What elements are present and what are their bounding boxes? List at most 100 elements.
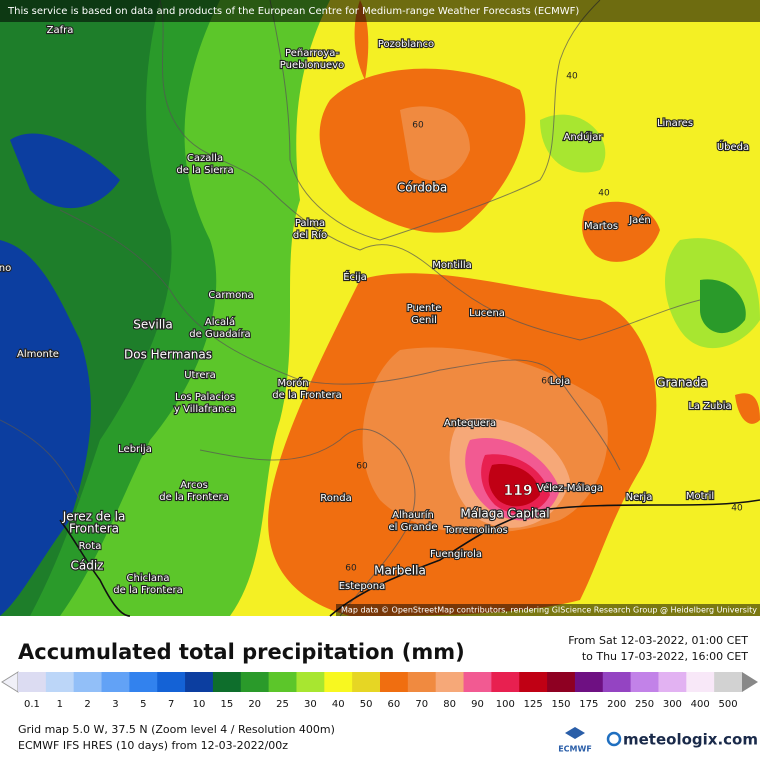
legend-swatch	[519, 672, 548, 692]
attribution-bg	[336, 604, 760, 616]
legend-swatch	[602, 672, 632, 692]
city-label: Carmona	[208, 290, 253, 301]
city-label: Lucena	[469, 308, 505, 319]
city-label: Alhaurín	[392, 509, 434, 521]
contour-label: 40	[598, 189, 610, 199]
legend-label: 3	[112, 699, 118, 710]
legend-label: 300	[663, 699, 682, 710]
city-label: Granada	[656, 376, 708, 390]
city-label: y Villafranca	[174, 404, 236, 415]
city-label: Peñarroya-	[285, 48, 339, 59]
city-label: Málaga Capital	[460, 507, 549, 521]
city-label: Cazalla	[187, 153, 223, 164]
city-label: Loja	[550, 376, 570, 387]
city-label: Linares	[657, 118, 693, 129]
map: 40 60 40 60 60 60 40 Zafra Peñarroya-Pueblonuev…	[0, 0, 760, 617]
city-label: Montilla	[432, 260, 471, 271]
city-label: Arcos	[180, 480, 208, 491]
city-label: Puente	[407, 303, 442, 314]
legend-label: 7	[168, 699, 174, 710]
legend-swatch	[129, 672, 158, 692]
city-label: Utrera	[184, 370, 216, 381]
legend-swatch	[407, 672, 437, 692]
legend-label: 125	[524, 699, 543, 710]
ecmwf-text: ECMWF	[558, 745, 592, 754]
city-label: Palma	[295, 218, 325, 229]
brand-icon	[606, 731, 622, 747]
legend-swatch	[380, 672, 409, 692]
legend-swatch	[296, 672, 325, 692]
legend-swatch	[185, 672, 214, 692]
city-label: el Grande	[389, 522, 438, 533]
footer-line2: ECMWF IFS HRES (10 days) from 12-03-2022…	[18, 739, 288, 752]
legend-swatch	[268, 672, 297, 692]
city-label: Úbeda	[717, 140, 749, 153]
footer-line1: Grid map 5.0 W, 37.5 N (Zoom level 4 / R…	[18, 723, 335, 736]
legend-label: 1	[57, 699, 63, 710]
city-label: Martos	[584, 221, 618, 232]
legend-label: 5	[140, 699, 146, 710]
city-label: Fuengirola	[430, 549, 482, 560]
city-label: Genil	[411, 315, 437, 326]
city-label: de la Frontera	[113, 585, 182, 596]
city-label: La Zubia	[688, 401, 731, 412]
city-label: Alcalá	[205, 316, 235, 328]
city-label: Morón	[277, 377, 308, 389]
city-label: de la Frontera	[159, 492, 228, 503]
legend-swatch	[157, 672, 186, 692]
legend-swatch	[463, 672, 492, 692]
title: Accumulated total precipitation (mm)	[18, 640, 465, 664]
city-label: Frontera	[69, 522, 119, 536]
city-label: del Río	[293, 229, 327, 241]
legend-swatch	[45, 672, 75, 692]
period-from: From Sat 12-03-2022, 01:00 CET	[568, 634, 748, 647]
legend-label: 10	[193, 699, 206, 710]
city-label: Zafra	[47, 25, 74, 36]
legend-label: 400	[691, 699, 710, 710]
contour-label: 60	[541, 377, 553, 387]
city-label: Sevilla	[133, 318, 172, 332]
city-label: Motril	[686, 491, 714, 502]
legend-swatch	[435, 672, 465, 692]
contour-label: 40	[731, 504, 743, 514]
city-label: Almonte	[17, 349, 59, 360]
legend-swatch	[491, 672, 520, 692]
banner-bg	[0, 0, 760, 22]
legend-label: 90	[471, 699, 484, 710]
city-label: de Guadaíra	[189, 328, 250, 340]
contour-label: 60	[412, 121, 424, 131]
city-label: Chiclana	[127, 573, 170, 584]
legend-label: 50	[360, 699, 373, 710]
legend-swatch	[324, 672, 353, 692]
legend-label: 25	[276, 699, 289, 710]
peak-label: 119	[503, 483, 532, 499]
city-label: Córdoba	[397, 181, 447, 195]
legend-swatch	[686, 672, 715, 692]
city-label: de la Frontera	[272, 390, 341, 401]
legend-label: 30	[304, 699, 317, 710]
legend-label: 20	[248, 699, 261, 710]
legend-label: 175	[579, 699, 598, 710]
legend-arrow-right	[742, 672, 758, 692]
period-to: to Thu 17-03-2022, 16:00 CET	[582, 650, 748, 663]
city-label: Lebrija	[118, 444, 152, 455]
legend-label: 200	[607, 699, 626, 710]
city-label: Vélez-Málaga	[537, 482, 603, 494]
legend-swatch	[352, 672, 381, 692]
legend-label: 0.1	[24, 699, 40, 710]
city-label: Dos Hermanas	[124, 348, 212, 362]
ecmwf-logo: ECMWF	[558, 727, 592, 754]
legend-swatch	[574, 672, 604, 692]
city-label: Estepona	[339, 581, 386, 592]
city-label: Torremolinos	[443, 525, 508, 536]
city-label: Rota	[79, 541, 102, 552]
legend-arrow-left	[1, 671, 19, 693]
city-label: no	[0, 263, 11, 274]
legend-label: 80	[443, 699, 456, 710]
legend-swatch	[630, 672, 659, 692]
legend-label: 40	[332, 699, 345, 710]
legend-label: 70	[415, 699, 428, 710]
city-label: Nerja	[626, 492, 653, 503]
legend-label: 15	[220, 699, 233, 710]
